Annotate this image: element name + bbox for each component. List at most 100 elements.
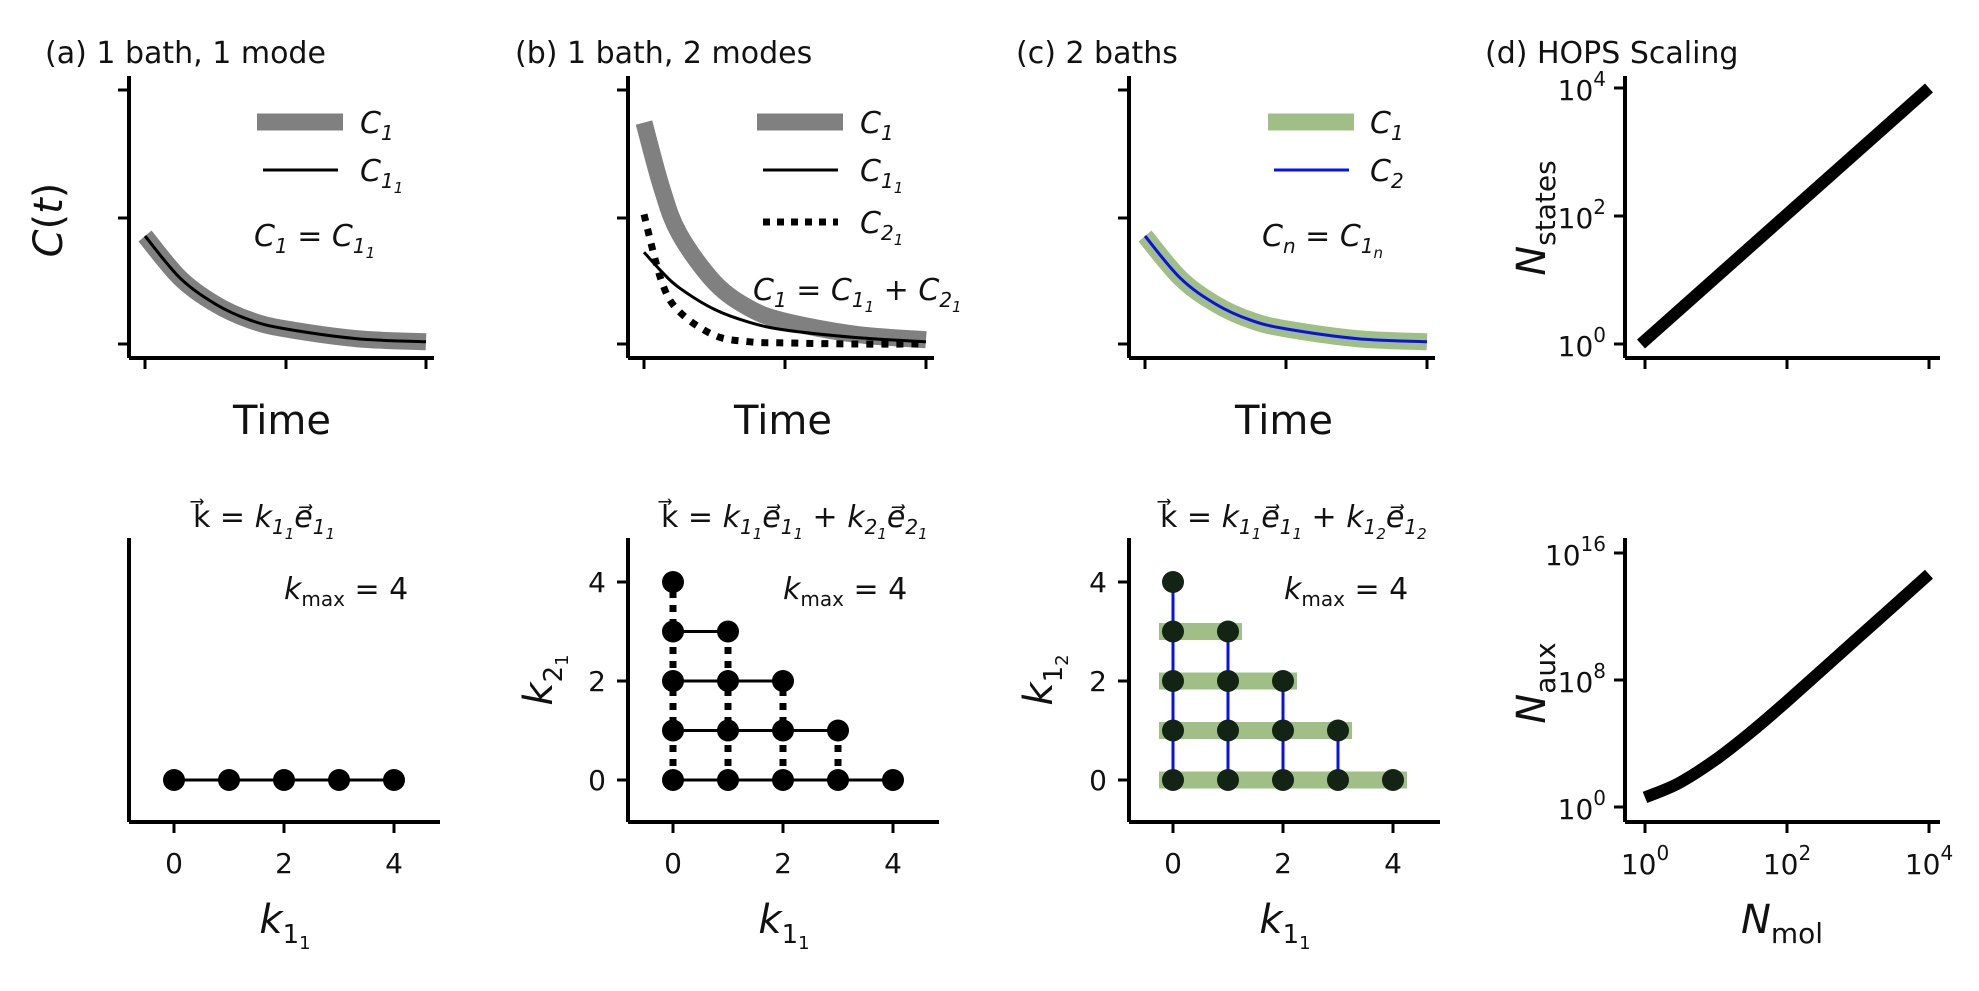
x-tick-label: 2: [275, 847, 293, 880]
x-tick-label: 102: [1763, 841, 1811, 881]
panel-c-x-ticks: [1143, 358, 1429, 369]
panel-c-bottom-ylabel: k12: [1016, 654, 1073, 705]
panel-d-top-ylabel: Nstates: [1509, 160, 1562, 275]
panel-c-top: (c) 2 baths Time C1 C2 Cn = C1n: [1016, 36, 1435, 444]
panel-a-ylabel: C(t): [26, 183, 72, 258]
n-states-curve: [1637, 83, 1933, 349]
x-tick-label: 4: [884, 847, 902, 880]
panel-b-x-ticks: [642, 358, 928, 369]
y-tick-label: 100: [1558, 323, 1606, 363]
panel-b-bottom-lattice: [662, 571, 904, 791]
panel-a-bottom-xlabel: k11: [259, 897, 310, 954]
lattice-point: [662, 769, 684, 791]
curve-c1: [635, 120, 927, 349]
panel-c-annotation: Cn = C1n: [1262, 219, 1383, 262]
panel-d-title: (d) HOPS Scaling: [1485, 36, 1738, 71]
lattice-point: [1162, 571, 1184, 593]
lattice-point: [772, 670, 794, 692]
panel-a-bottom-kmax: kmax = 4: [284, 572, 408, 611]
panel-b-legend: C1 C11 C21: [757, 106, 903, 249]
lattice-point: [1217, 769, 1239, 791]
y-tick-label: 2: [1089, 665, 1107, 698]
lattice-point: [1382, 769, 1404, 791]
panel-c-bottom-title: k⃗ = k11e⃗11 + k12e⃗12: [1157, 499, 1427, 543]
panel-d-bottom: 100 102 104 100 108 1016 Nmol Naux: [1509, 532, 1953, 950]
y-tick-label: 1016: [1545, 532, 1606, 572]
panel-a-top: (a) 1 bath, 1 mode Time C(t) C1 C11 C1 =…: [26, 36, 434, 444]
lattice-point: [662, 670, 684, 692]
y-tick-label: 102: [1558, 195, 1606, 235]
panel-c-bottom-x-ticks: 0 2 4: [1164, 822, 1402, 880]
panel-d-bottom-curve: [1642, 569, 1934, 803]
x-tick-label: 4: [385, 847, 403, 880]
y-tick-label: 0: [588, 764, 606, 797]
y-tick-label: 4: [588, 566, 606, 599]
legend-label-c1: C1: [360, 106, 394, 145]
panel-a-annotation: C1 = C11: [254, 219, 375, 262]
panel-c-bottom-xlabel: k11: [1259, 897, 1310, 954]
panel-b-bottom-title: k⃗ = k11e⃗11 + k21e⃗21: [658, 499, 928, 543]
lattice-point: [662, 719, 684, 742]
panel-b-title: (b) 1 bath, 2 modes: [515, 36, 812, 71]
lattice-point: [717, 670, 739, 692]
panel-b-bottom-x-ticks: 0 2 4: [664, 822, 902, 880]
panel-b-y-ticks: [617, 88, 628, 346]
lattice-point: [1162, 719, 1184, 742]
lattice-point: [1272, 719, 1294, 742]
lattice-point: [1217, 620, 1239, 643]
panel-d-top-x-ticks: [1643, 358, 1931, 369]
x-tick-label: 2: [774, 847, 792, 880]
lattice-point: [163, 769, 185, 791]
legend-label-c1: C1: [860, 106, 894, 145]
panel-a-bottom-lattice: [163, 769, 405, 791]
x-tick-label: 104: [1905, 841, 1953, 881]
curve-c11: [642, 251, 927, 344]
x-tick-label: 2: [1274, 847, 1292, 880]
lattice-point: [218, 769, 240, 791]
lattice-point: [1272, 769, 1294, 791]
x-tick-label: 0: [1164, 847, 1182, 880]
panel-a-curves: [138, 230, 427, 351]
panel-c-bottom-y-ticks: 0 2 4: [1089, 566, 1129, 797]
x-tick-label: 0: [664, 847, 682, 880]
panel-a-legend: C1 C11: [257, 106, 403, 197]
lattice-point: [772, 719, 794, 742]
y-tick-label: 2: [588, 665, 606, 698]
panel-c-bottom-kmax: kmax = 4: [1284, 572, 1408, 611]
panel-a-xlabel: Time: [232, 398, 331, 444]
lattice-point: [662, 571, 684, 593]
x-tick-label: 4: [1384, 847, 1402, 880]
lattice-point: [1162, 620, 1184, 643]
panel-b-bottom-xlabel: k11: [758, 897, 809, 954]
panel-b-bottom-y-ticks: 0 2 4: [588, 566, 628, 797]
lattice-point: [662, 620, 684, 643]
n-aux-curve: [1642, 569, 1934, 803]
legend-label-c2: C2: [1370, 154, 1404, 193]
legend-label-c11: C11: [360, 154, 403, 197]
lattice-point: [1327, 769, 1349, 791]
lattice-point: [1272, 670, 1294, 692]
lattice-point: [1162, 670, 1184, 692]
panel-a-y-ticks: [118, 88, 129, 346]
panel-d-top: (d) HOPS Scaling 100 102 104 Nstates: [1485, 36, 1940, 369]
lattice-point: [827, 769, 849, 791]
y-tick-label: 100: [1558, 786, 1606, 826]
panel-c-curves: [1138, 230, 1428, 351]
panel-d-top-y-ticks: 100 102 104: [1558, 67, 1625, 363]
x-tick-label: 100: [1621, 841, 1669, 881]
panel-b-curves: [635, 120, 927, 349]
panel-a-title: (a) 1 bath, 1 mode: [45, 36, 326, 71]
panel-b-annotation: C1 = C11 + C21: [753, 273, 962, 316]
lattice-point: [1327, 719, 1349, 742]
lattice-point: [1162, 769, 1184, 791]
panel-c-y-ticks: [1118, 88, 1129, 346]
y-tick-label: 104: [1558, 67, 1606, 107]
panel-c-title: (c) 2 baths: [1016, 36, 1178, 71]
lattice-point: [882, 769, 904, 791]
y-tick-label: 0: [1089, 764, 1107, 797]
panel-b-bottom-ylabel: k21: [516, 654, 573, 705]
legend-label-c11: C11: [860, 154, 903, 197]
